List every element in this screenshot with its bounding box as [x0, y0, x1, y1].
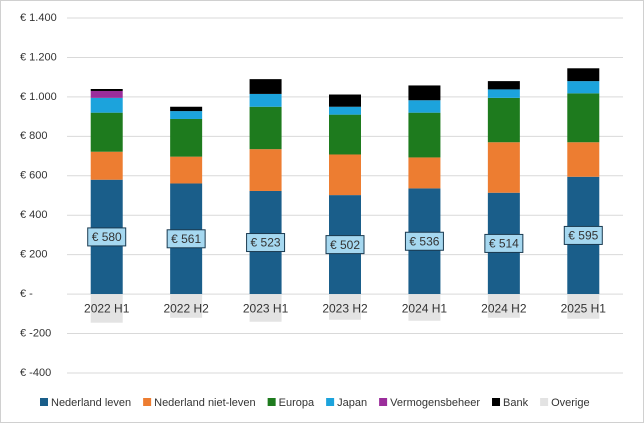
legend-label: Japan — [337, 397, 367, 409]
y-tick-label: € -400 — [20, 367, 51, 379]
bar-segment — [170, 111, 203, 119]
bar-segment — [170, 118, 203, 157]
bar-segment — [487, 142, 520, 193]
value-label-box — [563, 225, 603, 245]
legend-swatch — [267, 398, 276, 406]
value-label: € 536 — [409, 234, 439, 248]
bar-segment — [249, 93, 282, 107]
bar-segment — [329, 106, 361, 115]
x-tick-label: 2025 H1 — [561, 301, 607, 315]
x-tick-label: 2024 H1 — [402, 301, 448, 315]
y-tick-label: € 1.400 — [20, 12, 57, 24]
value-label-box — [325, 235, 365, 255]
bar-segment — [249, 294, 282, 322]
y-tick-label: € 200 — [20, 249, 48, 261]
value-label: € 502 — [330, 238, 360, 252]
legend-swatch — [379, 398, 388, 406]
y-tick-label: € 1.000 — [20, 91, 57, 103]
bar-segment — [487, 294, 520, 318]
bar-segment — [329, 154, 361, 196]
value-label-box — [87, 227, 127, 247]
legend-swatch — [143, 398, 152, 406]
bar-segment — [170, 106, 203, 112]
legend-swatch — [492, 398, 501, 406]
value-label: € 561 — [171, 232, 201, 246]
legend-swatch — [326, 398, 335, 406]
bar-segment — [90, 294, 123, 323]
y-tick-label: € 600 — [20, 170, 48, 182]
bar-segment — [170, 294, 203, 318]
legend-label: Europa — [279, 397, 315, 409]
bar-segment — [408, 112, 441, 158]
bar-segment — [567, 68, 600, 82]
bar-segment — [567, 93, 600, 143]
x-tick-label: 2022 H1 — [84, 301, 130, 315]
bar-segment — [90, 89, 123, 91]
y-tick-label: € -200 — [20, 327, 51, 339]
value-label-box — [484, 233, 524, 253]
legend-label: Bank — [503, 397, 529, 409]
legend-label: Nederland niet-leven — [154, 397, 256, 409]
legend-label: Overige — [551, 397, 590, 409]
x-tick-label: 2022 H2 — [163, 301, 209, 315]
y-tick-label: € 400 — [20, 209, 48, 221]
y-tick-label: € 800 — [20, 130, 48, 142]
bar-segment — [408, 100, 441, 113]
bar-segment — [249, 149, 282, 191]
bar-segment — [329, 114, 361, 155]
value-label: € 580 — [92, 230, 122, 244]
bar-segment — [487, 81, 520, 90]
bar-segment — [487, 89, 520, 98]
x-tick-label: 2024 H2 — [481, 301, 527, 315]
bar-segment — [90, 112, 123, 152]
value-label: € 595 — [568, 229, 598, 243]
legend-label: Nederland leven — [51, 397, 131, 409]
value-label-box — [404, 231, 444, 251]
bar-segment — [408, 294, 441, 321]
y-tick-label: € - — [20, 288, 33, 300]
value-label-box — [246, 233, 286, 253]
bar-segment — [249, 79, 282, 94]
bar-segment — [408, 157, 441, 189]
legend-swatch — [40, 398, 48, 406]
bar-segment — [249, 106, 282, 150]
bar-segment — [567, 81, 600, 94]
bar-segment — [487, 97, 520, 143]
x-tick-label: 2023 H1 — [243, 301, 289, 315]
bar-segment — [329, 94, 361, 107]
bar-segment — [329, 294, 361, 320]
x-tick-label: 2023 H2 — [322, 301, 368, 315]
bar-segment — [90, 151, 123, 180]
value-label: € 514 — [489, 237, 519, 251]
value-label-box — [166, 229, 206, 249]
bar-segment — [408, 85, 441, 101]
bar-segment — [567, 294, 600, 319]
y-tick-label: € 1.200 — [20, 51, 57, 63]
bar-segment — [90, 90, 123, 98]
legend-swatch — [540, 398, 549, 406]
bar-segment — [567, 142, 600, 177]
legend-label: Vermogensbeheer — [390, 397, 480, 409]
value-label: € 523 — [251, 236, 281, 250]
bar-segment — [170, 156, 203, 184]
bar-segment — [90, 97, 123, 113]
